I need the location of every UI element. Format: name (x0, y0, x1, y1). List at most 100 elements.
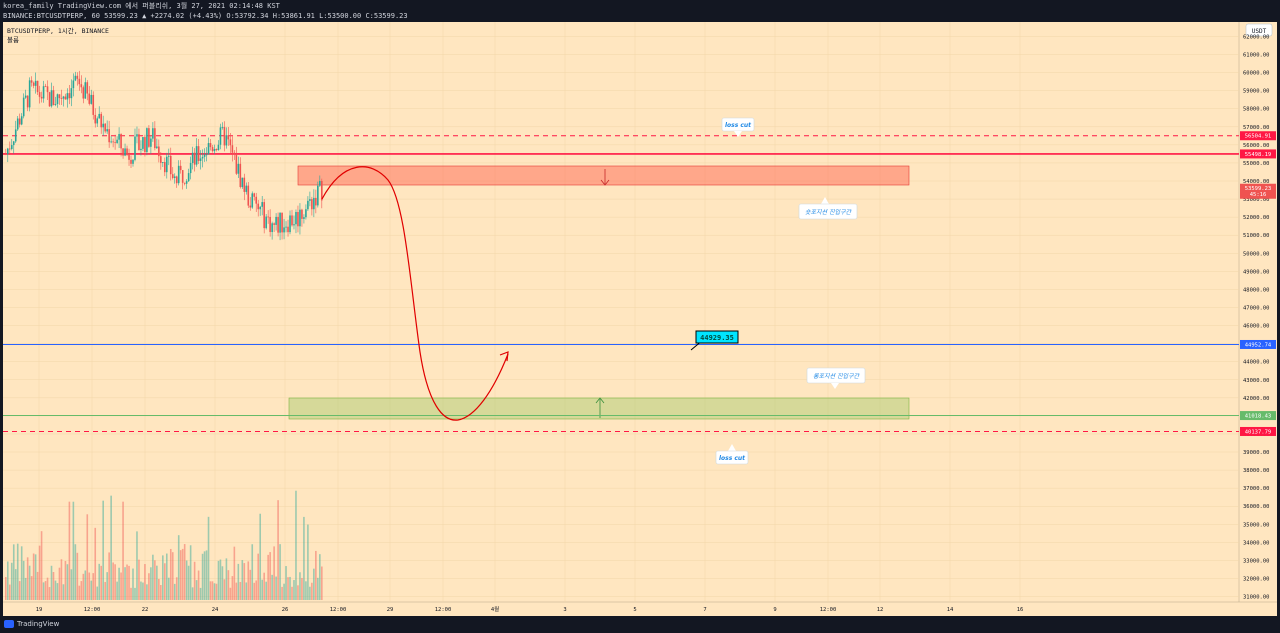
price-label-box (1240, 426, 1276, 436)
volume-bar (136, 531, 138, 600)
buy-zone-box[interactable] (288, 397, 910, 420)
volume-bar (237, 563, 240, 600)
volume-bar (167, 577, 170, 600)
target-price-callout[interactable]: 44929.35 (690, 330, 739, 351)
publish-info: korea_family TradingView.com 에서 퍼블리쉬, 3월… (3, 2, 280, 10)
symbol-change: BINANCE:BTCUSDTPERP, 60 53599.23 ▲ +2274… (3, 12, 223, 20)
candle-body (219, 127, 222, 145)
candle-body (52, 90, 55, 105)
volume-bar (313, 568, 315, 600)
candle-body (271, 223, 273, 233)
volume-bar (265, 581, 267, 600)
volume-bar (207, 516, 210, 600)
volume-bar (195, 580, 198, 600)
candle-body (171, 174, 174, 178)
tradingview-logo-icon (4, 620, 14, 628)
candle-body (185, 181, 188, 184)
volume-bar (82, 573, 85, 600)
volume-bar (257, 553, 260, 600)
price-label-box (1240, 131, 1276, 141)
volume-bar (158, 578, 160, 600)
volume-bar (128, 565, 130, 600)
time-tick-label: 12:00 (330, 607, 347, 613)
volume-bar (70, 569, 73, 600)
candle-body (132, 159, 134, 164)
candle-body (241, 177, 244, 188)
symbol-legend[interactable]: BTCUSDTPERP, 1시간, BINANCE (7, 26, 109, 35)
volume-bar (269, 552, 271, 600)
projection-curve[interactable] (321, 166, 509, 421)
currency-unit[interactable]: USDT (1245, 23, 1273, 37)
candle-body (86, 82, 89, 94)
candle-body (275, 216, 277, 225)
volume-bar (227, 570, 230, 600)
candle-body (44, 86, 47, 88)
price-label-box (1240, 339, 1276, 349)
time-tick-label: 12:00 (820, 607, 837, 613)
volume-bar (185, 560, 188, 600)
volume-bar (148, 573, 150, 600)
price-label-text: 41018.43 (1245, 414, 1272, 420)
horizontal-lines[interactable] (3, 135, 1239, 432)
candle-body (122, 148, 124, 156)
sell-zone-box[interactable] (297, 165, 910, 186)
price-tick-label: 56000.00 (1243, 143, 1270, 149)
volume-bar (179, 550, 182, 600)
volume-bar (58, 567, 61, 600)
volume-bar (263, 572, 265, 600)
volume-bar (98, 563, 101, 600)
volume-bar (171, 552, 174, 600)
volume-bar (18, 581, 21, 600)
volume-bar (50, 565, 53, 600)
tradingview-logo[interactable]: TradingView (4, 620, 59, 628)
candle-body (150, 138, 152, 147)
candle-body (68, 93, 71, 99)
candle-body (152, 128, 154, 139)
loss-cut-top-callout[interactable]: loss cut (721, 117, 755, 137)
candle-body (146, 128, 148, 153)
volume-bar (283, 583, 285, 600)
candle-body (58, 94, 61, 99)
candle-body (261, 202, 263, 207)
volume-bar (54, 580, 57, 600)
volume-legend[interactable]: 볼륨 (7, 35, 19, 44)
volume-bar (24, 577, 27, 600)
price-tick-label: 49000.00 (1243, 269, 1270, 275)
loss-cut-top-text: loss cut (725, 122, 752, 129)
volume-bar (187, 565, 190, 600)
volume-bar (76, 552, 79, 600)
candle-body (98, 113, 101, 119)
volume-bar (205, 550, 208, 600)
volume-bar (84, 570, 87, 600)
price-chart[interactable]: loss cut 숏포지션 진입구간 44929.35 롱포지션 진입구간 lo… (3, 22, 1277, 616)
volume-bar (233, 546, 236, 600)
candle-body (255, 196, 258, 204)
candle-body (265, 216, 267, 229)
volume-bar (273, 546, 275, 600)
volume-bar (22, 560, 25, 600)
candle-body (249, 205, 252, 208)
candle-body (134, 136, 136, 160)
loss-cut-bottom-callout[interactable]: loss cut (715, 444, 749, 465)
candle-body (251, 193, 254, 208)
price-tick-label: 62000.00 (1243, 34, 1270, 40)
price-tick-label: 58000.00 (1243, 107, 1270, 113)
candle-body (195, 146, 198, 165)
candle-body (189, 163, 192, 174)
candle-body (229, 139, 232, 146)
volume-bar (6, 561, 9, 600)
candle-body (305, 209, 307, 218)
sell-zone-callout[interactable]: 숏포지션 진입구간 (798, 197, 858, 220)
volume-bar (96, 586, 99, 600)
footer: TradingView (0, 616, 1280, 633)
buy-zone-text: 롱포지션 진입구간 (813, 373, 861, 380)
time-tick-label: 16 (1017, 607, 1024, 613)
candle-body (273, 223, 275, 225)
candle-body (207, 143, 210, 155)
candle-body (191, 152, 194, 164)
candle-body (239, 163, 242, 188)
buy-zone-callout[interactable]: 롱포지션 진입구간 (806, 367, 866, 389)
candle-body (311, 199, 313, 210)
target-price-text: 44929.35 (700, 334, 734, 342)
volume-bar (291, 586, 293, 600)
